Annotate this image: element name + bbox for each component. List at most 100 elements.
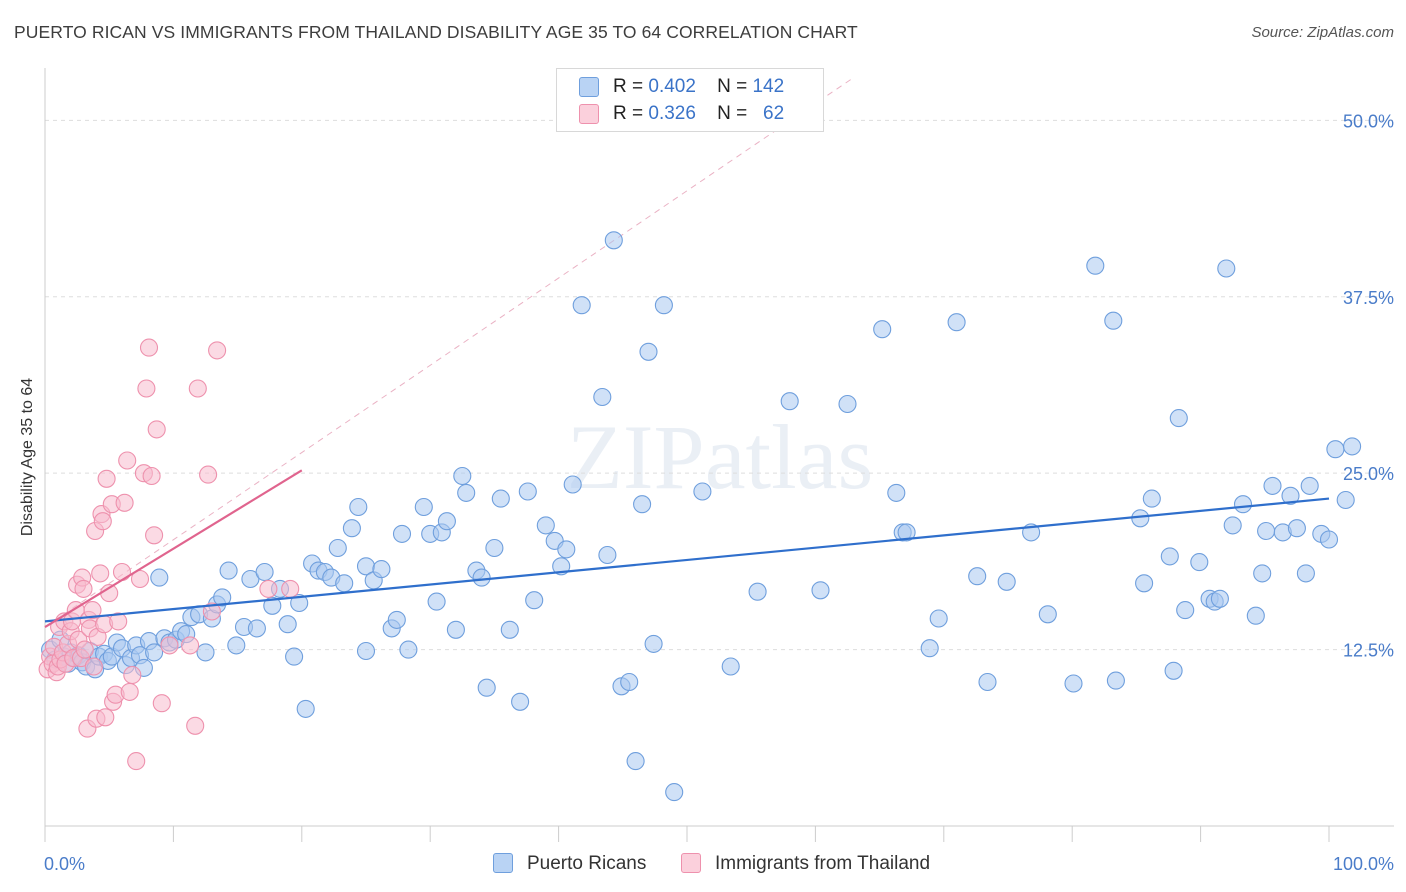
data-point-puerto-ricans bbox=[1217, 259, 1236, 278]
data-point-puerto-ricans bbox=[887, 483, 906, 502]
data-point-puerto-ricans bbox=[437, 512, 456, 531]
reference-line bbox=[44, 77, 854, 628]
data-point-puerto-ricans bbox=[897, 523, 916, 542]
data-point-puerto-ricans bbox=[1336, 490, 1355, 510]
data-point-puerto-ricans bbox=[219, 561, 238, 580]
data-point-puerto-ricans bbox=[968, 567, 987, 586]
data-point-puerto-ricans bbox=[1190, 553, 1209, 572]
watermark-text: ZIPatlas bbox=[567, 406, 874, 508]
data-point-puerto-ricans bbox=[1164, 661, 1183, 680]
data-point-puerto-ricans bbox=[1038, 605, 1057, 624]
chart-title: PUERTO RICAN VS IMMIGRANTS FROM THAILAND… bbox=[14, 22, 858, 42]
data-point-puerto-ricans bbox=[477, 678, 496, 697]
source-credit: Source: ZipAtlas.com bbox=[1251, 24, 1394, 41]
stats-legend: R = 0.402 N = 142 R = 0.326 N = 62 bbox=[556, 68, 824, 132]
pink-trend-extension bbox=[44, 77, 854, 628]
data-point-puerto-ricans bbox=[693, 482, 712, 501]
data-point-puerto-ricans bbox=[356, 641, 376, 661]
data-point-puerto-ricans bbox=[593, 387, 612, 407]
data-point-puerto-ricans bbox=[227, 636, 246, 655]
data-point-puerto-ricans bbox=[633, 495, 652, 514]
data-point-puerto-ricans bbox=[620, 672, 639, 692]
data-point-immigrants-thailand bbox=[96, 708, 115, 727]
legend-r-label: R = bbox=[613, 76, 644, 97]
data-point-puerto-ricans bbox=[372, 560, 391, 579]
data-point-puerto-ricans bbox=[536, 516, 555, 535]
data-point-immigrants-thailand bbox=[186, 716, 205, 735]
legend-n-value: 142 bbox=[752, 76, 785, 97]
data-point-puerto-ricans bbox=[1233, 495, 1253, 514]
y-tick-label: 12.5% bbox=[1343, 641, 1394, 661]
data-point-puerto-ricans bbox=[491, 489, 510, 508]
data-point-puerto-ricans bbox=[929, 609, 948, 628]
data-point-puerto-ricans bbox=[654, 296, 673, 315]
data-point-puerto-ricans bbox=[328, 538, 347, 558]
data-point-puerto-ricans bbox=[196, 643, 215, 662]
data-point-puerto-ricans bbox=[414, 497, 433, 517]
data-point-puerto-ricans bbox=[213, 588, 232, 607]
data-point-puerto-ricans bbox=[387, 610, 406, 629]
data-point-puerto-ricans bbox=[278, 615, 297, 634]
trend-line-immigrants-thailand bbox=[44, 469, 303, 628]
data-point-immigrants-thailand bbox=[123, 665, 142, 685]
series-immigrants-thailand bbox=[38, 338, 300, 771]
data-point-puerto-ricans bbox=[557, 540, 576, 559]
data-point-puerto-ricans bbox=[1131, 509, 1150, 528]
data-point-puerto-ricans bbox=[721, 657, 740, 676]
data-point-immigrants-thailand bbox=[142, 466, 161, 486]
data-point-puerto-ricans bbox=[399, 640, 418, 659]
data-point-immigrants-thailand bbox=[75, 640, 94, 659]
data-point-puerto-ricans bbox=[1287, 519, 1306, 538]
data-point-puerto-ricans bbox=[290, 593, 309, 613]
y-tick-labels: 12.5% 25.0% 37.5% 50.0% bbox=[1343, 111, 1394, 660]
data-point-immigrants-thailand bbox=[74, 579, 93, 598]
data-point-immigrants-thailand bbox=[199, 465, 218, 484]
bottom-legend-label: Immigrants from Thailand bbox=[715, 853, 931, 874]
y-tick-label: 50.0% bbox=[1343, 111, 1394, 131]
x-tick-label-min: 0.0% bbox=[44, 854, 85, 874]
y-axis-label: Disability Age 35 to 64 bbox=[19, 377, 36, 537]
data-point-puerto-ricans bbox=[349, 497, 368, 517]
data-point-puerto-ricans bbox=[780, 392, 799, 411]
legend-n-label: N = bbox=[717, 103, 748, 124]
data-point-puerto-ricans bbox=[1343, 437, 1362, 456]
data-point-puerto-ricans bbox=[978, 672, 997, 692]
data-point-puerto-ricans bbox=[1135, 574, 1154, 593]
x-tick-label-max: 100.0% bbox=[1333, 854, 1394, 874]
data-point-puerto-ricans bbox=[296, 699, 315, 718]
data-point-puerto-ricans bbox=[563, 475, 582, 494]
data-point-immigrants-thailand bbox=[147, 420, 166, 439]
data-point-puerto-ricans bbox=[518, 482, 537, 501]
data-point-puerto-ricans bbox=[811, 581, 830, 600]
data-point-immigrants-thailand bbox=[281, 579, 300, 598]
data-point-immigrants-thailand bbox=[152, 694, 171, 713]
data-point-puerto-ricans bbox=[342, 519, 361, 538]
data-point-puerto-ricans bbox=[1169, 409, 1188, 428]
data-point-immigrants-thailand bbox=[259, 579, 278, 598]
data-point-immigrants-thailand bbox=[137, 379, 156, 398]
data-point-puerto-ricans bbox=[1246, 606, 1265, 625]
data-point-puerto-ricans bbox=[335, 574, 354, 593]
data-point-puerto-ricans bbox=[873, 320, 892, 339]
data-point-puerto-ricans bbox=[1319, 530, 1339, 549]
data-point-puerto-ricans bbox=[500, 620, 519, 639]
data-point-immigrants-thailand bbox=[93, 512, 112, 531]
data-point-immigrants-thailand bbox=[97, 469, 116, 488]
data-point-puerto-ricans bbox=[1142, 489, 1161, 508]
data-point-immigrants-thailand bbox=[202, 602, 221, 621]
data-point-immigrants-thailand bbox=[139, 338, 159, 357]
data-point-puerto-ricans bbox=[392, 524, 412, 543]
data-point-puerto-ricans bbox=[1104, 311, 1123, 330]
data-point-immigrants-thailand bbox=[181, 636, 200, 655]
data-point-immigrants-thailand bbox=[83, 601, 102, 620]
legend-n-value: 62 bbox=[763, 103, 785, 124]
data-point-puerto-ricans bbox=[639, 342, 658, 361]
data-point-immigrants-thailand bbox=[127, 752, 146, 771]
data-point-puerto-ricans bbox=[665, 783, 684, 802]
grid-lines bbox=[45, 119, 1394, 651]
data-point-puerto-ricans bbox=[1296, 564, 1315, 583]
data-point-puerto-ricans bbox=[572, 296, 591, 315]
data-point-puerto-ricans bbox=[457, 483, 476, 502]
data-point-immigrants-thailand bbox=[112, 562, 132, 582]
